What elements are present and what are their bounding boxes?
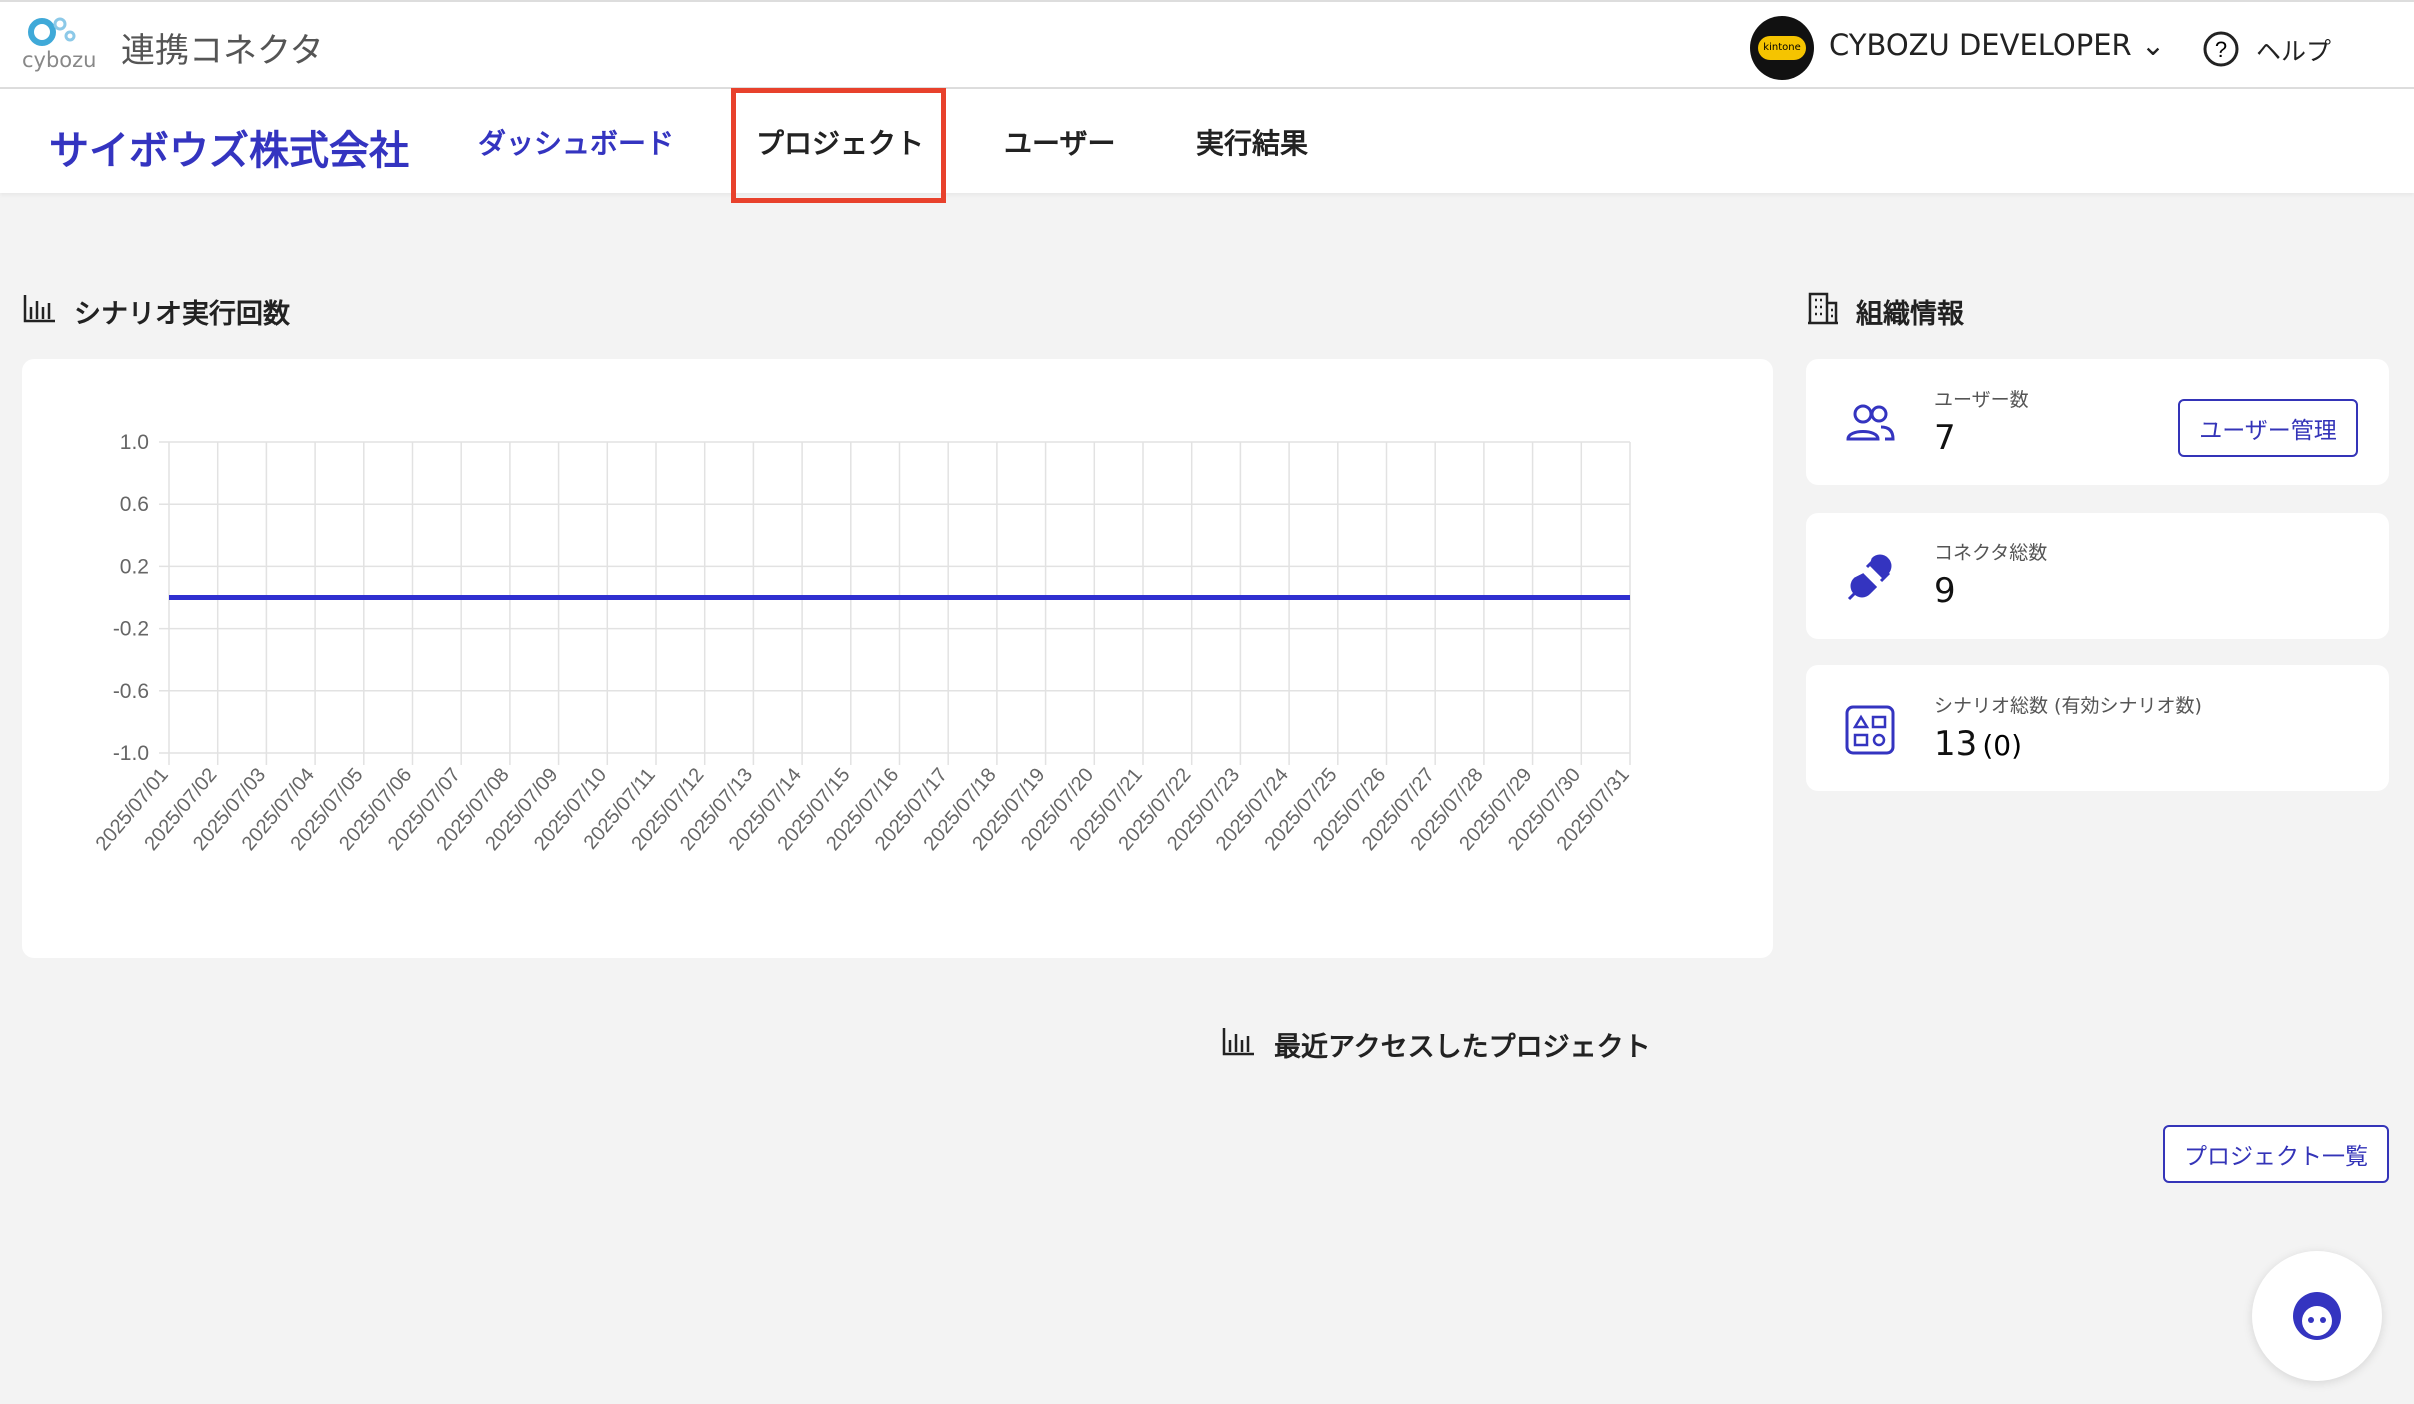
users-icon <box>1846 404 1895 441</box>
top-bar <box>0 0 2414 89</box>
help-icon[interactable]: ? <box>2202 30 2240 68</box>
card-value: 9 <box>1934 571 1956 611</box>
user-avatar: kintone <box>1750 16 1814 80</box>
chart: -1.0-0.6-0.20.20.61.02025/07/012025/07/0… <box>92 431 1634 855</box>
card-value: 7 <box>1934 418 1956 458</box>
user-manage-button[interactable]: ユーザー管理 <box>2178 399 2358 457</box>
y-tick-label: 0.6 <box>120 493 149 516</box>
help-link[interactable]: ヘルプ <box>2256 37 2332 66</box>
building-icon <box>1808 292 1838 325</box>
chart-icon <box>23 295 55 323</box>
chart-card <box>22 359 1773 958</box>
section-title: 組織情報 <box>1856 299 1964 330</box>
nav-item[interactable]: プロジェクト <box>756 127 925 160</box>
info-card <box>1806 513 2389 639</box>
y-tick-label: 0.2 <box>120 555 149 578</box>
user-menu[interactable]: CYBOZU DEVELOPER ⌄ <box>1829 28 2166 62</box>
logo-icon <box>28 17 76 46</box>
user-name: CYBOZU DEVELOPER <box>1829 28 2132 62</box>
logo-text: cybozu <box>22 48 97 72</box>
section-title: 最近アクセスしたプロジェクト <box>1274 1032 1651 1063</box>
connector-icon <box>1847 554 1892 601</box>
project-list-button[interactable]: プロジェクト一覧 <box>2163 1125 2389 1183</box>
nav-item[interactable]: 実行結果 <box>1196 127 1309 160</box>
card-label: シナリオ総数 (有効シナリオ数) <box>1934 695 2202 717</box>
y-tick-label: -0.6 <box>113 680 149 703</box>
svg-text:?: ? <box>2215 37 2227 62</box>
nav-item[interactable]: ダッシュボード <box>478 127 675 160</box>
card-value-row: 13 (0) <box>1934 724 2022 764</box>
card-sub-value: (0) <box>1982 729 2023 762</box>
card-label: コネクタ総数 <box>1934 542 2048 564</box>
card-value: 13 <box>1934 724 1978 764</box>
y-tick-label: -1.0 <box>113 742 149 765</box>
highlight-box <box>731 88 946 203</box>
section-title: シナリオ実行回数 <box>74 299 290 330</box>
company-name: サイボウズ株式会社 <box>49 128 409 174</box>
nav-bar <box>0 89 2414 193</box>
card-label: ユーザー数 <box>1934 389 2029 411</box>
chart-icon <box>1222 1028 1254 1056</box>
y-tick-label: -0.2 <box>113 618 149 641</box>
nav-item[interactable]: ユーザー <box>1004 127 1116 160</box>
info-card <box>1806 665 2389 791</box>
app-name: 連携コネクタ <box>121 31 324 71</box>
scenario-icon <box>1845 705 1895 755</box>
y-tick-label: 1.0 <box>120 431 149 454</box>
chat-button[interactable] <box>2252 1251 2382 1381</box>
avatar-badge: kintone <box>1758 36 1806 60</box>
chat-icon <box>2293 1292 2341 1340</box>
